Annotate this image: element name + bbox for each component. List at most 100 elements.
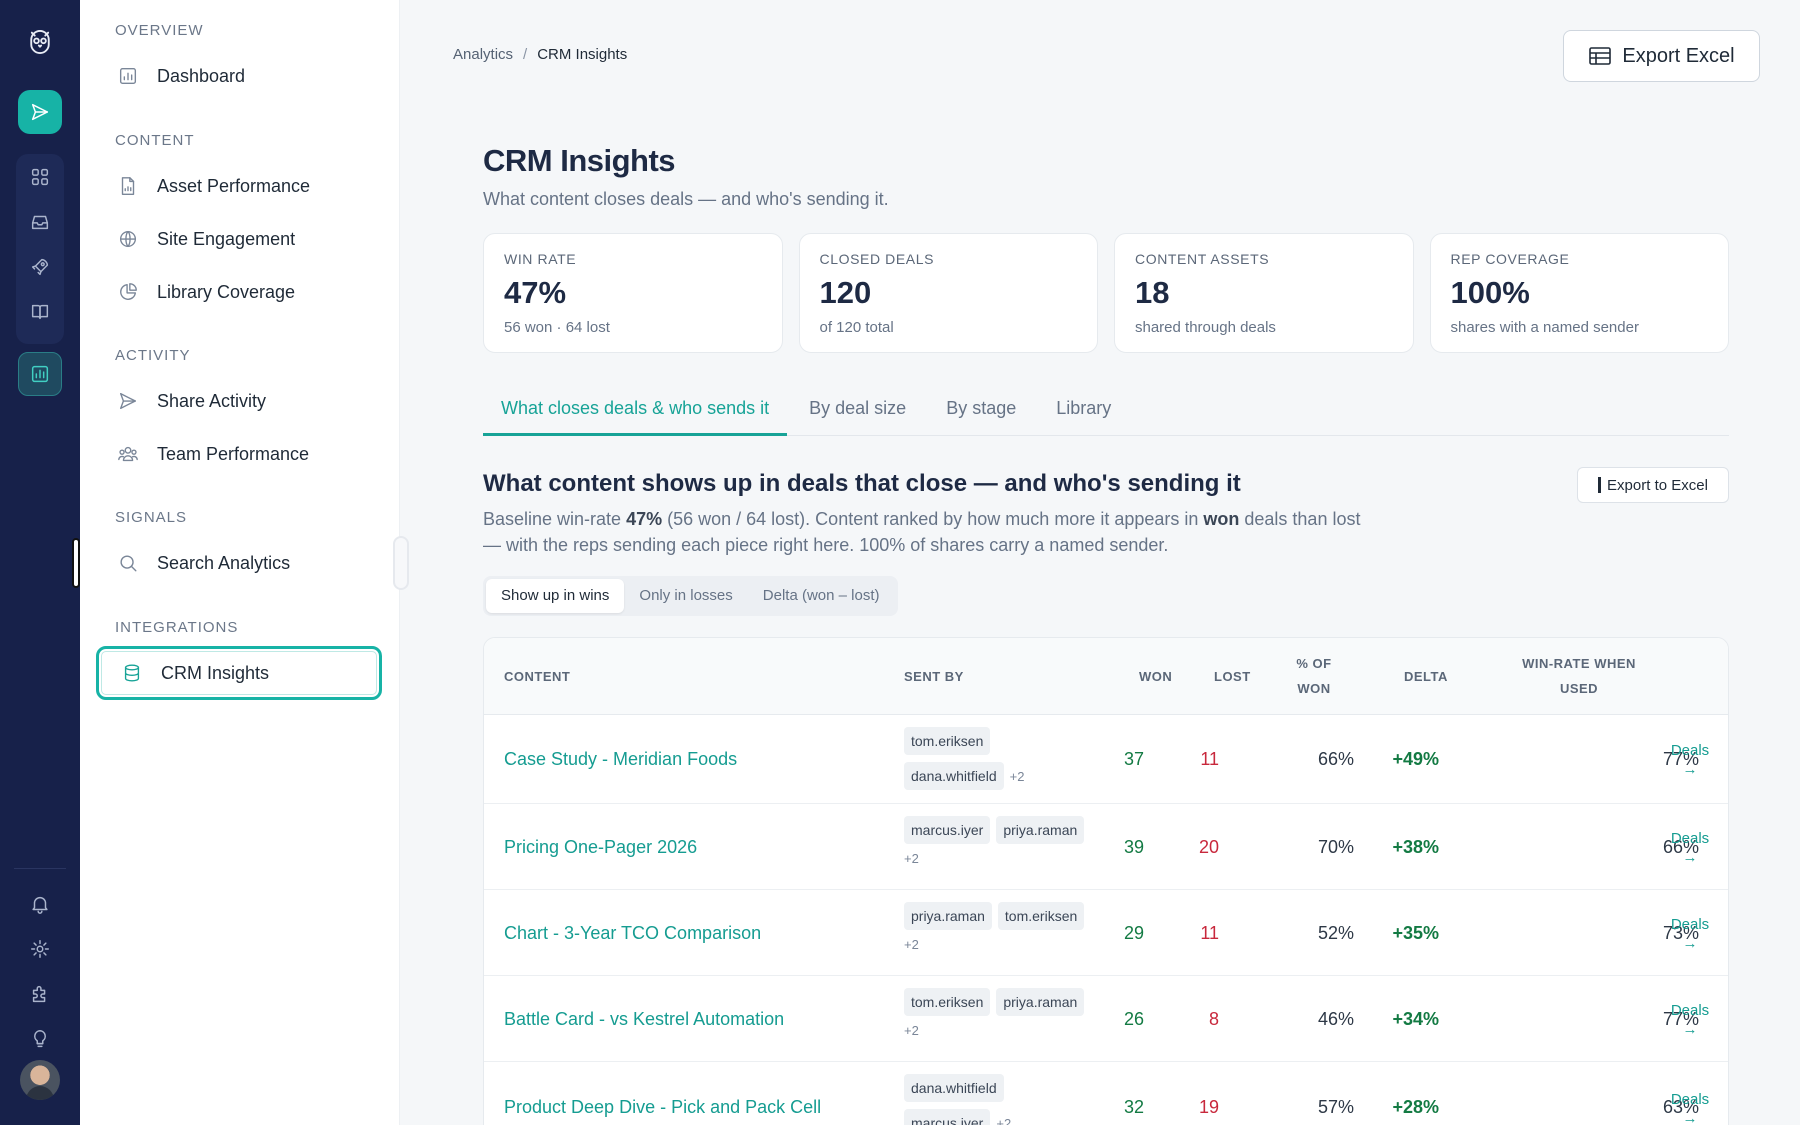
page-title: CRM Insights	[483, 143, 676, 178]
deals-link[interactable]: Deals →	[1662, 741, 1718, 779]
sender-tag[interactable]: priya.raman	[996, 988, 1085, 1016]
content-link[interactable]: Chart - 3-Year TCO Comparison	[504, 923, 762, 943]
stat-value: 47%	[504, 275, 567, 310]
sidebar-item-team-performance[interactable]: Team Performance	[95, 432, 380, 476]
sender-tags: dana.whitfield marcus.iyer +2	[904, 1074, 1104, 1125]
stat-sub: shares with a named sender	[1450, 319, 1639, 336]
section-label-signals: SIGNALS	[115, 509, 188, 526]
col-win-rate[interactable]: WIN-RATE WHEN USED	[1494, 651, 1664, 701]
toggle-only-in-losses[interactable]: Only in losses	[639, 587, 733, 604]
sidebar-item-dashboard[interactable]: Dashboard	[95, 54, 380, 98]
sender-tag[interactable]: dana.whitfield	[904, 762, 1004, 790]
lost-count: 20	[1198, 837, 1219, 857]
user-avatar[interactable]	[20, 1060, 60, 1100]
arrow-right-icon: →	[1682, 1110, 1698, 1125]
sender-tag[interactable]: tom.eriksen	[904, 988, 991, 1016]
arrow-right-icon: →	[1682, 1021, 1698, 1038]
toggle-delta[interactable]: Delta (won – lost)	[762, 587, 880, 604]
delta-value: +34%	[1392, 1009, 1439, 1029]
deals-link[interactable]: Deals →	[1662, 1001, 1718, 1039]
stat-sub: 56 won · 64 lost	[504, 319, 610, 336]
book-icon[interactable]	[20, 292, 60, 332]
bell-icon[interactable]	[20, 884, 60, 924]
sidebar-item-search-analytics[interactable]: Search Analytics	[95, 541, 380, 585]
tab-by-deal-size[interactable]: By deal size	[809, 398, 907, 418]
sidebar-item-label: Asset Performance	[157, 175, 311, 196]
desc-text: deals than lost — with the reps sending …	[483, 509, 1361, 555]
delta-value: +35%	[1392, 923, 1439, 943]
sender-tag[interactable]: priya.raman	[996, 816, 1085, 844]
export-to-excel-button[interactable]: Export to Excel	[1577, 467, 1729, 503]
more-senders[interactable]: +2	[1009, 769, 1025, 784]
inbox-icon[interactable]	[20, 202, 60, 242]
desc-rate: 47%	[626, 509, 663, 529]
owl-logo-icon[interactable]	[20, 22, 60, 62]
won-count: 26	[1123, 1009, 1144, 1029]
stat-card-rep-coverage: REP COVERAGE 100% shares with a named se…	[1429, 233, 1729, 353]
scroll-handle[interactable]	[72, 538, 80, 588]
analytics-icon[interactable]	[18, 352, 62, 396]
sender-tag[interactable]: dana.whitfield	[904, 1074, 1004, 1102]
col-lost[interactable]: LOST	[1214, 669, 1251, 684]
sidebar-item-site-engagement[interactable]: Site Engagement	[95, 217, 380, 261]
sender-tags: marcus.iyer priya.raman +2	[904, 816, 1104, 869]
stat-label: WIN RATE	[504, 251, 577, 267]
table-row: Chart - 3-Year TCO Comparison priya.rama…	[484, 890, 1728, 976]
table-row: Battle Card - vs Kestrel Automation tom.…	[484, 976, 1728, 1062]
deals-label: Deals	[1670, 1091, 1710, 1108]
sidebar-item-share-activity[interactable]: Share Activity	[95, 379, 380, 423]
more-senders[interactable]: +2	[904, 937, 919, 952]
lost-count: 19	[1198, 1097, 1219, 1117]
won-count: 37	[1123, 749, 1144, 769]
section-label-content: CONTENT	[115, 132, 195, 149]
won-count: 39	[1123, 837, 1144, 857]
more-senders[interactable]: +2	[904, 1023, 919, 1038]
export-excel-button[interactable]: Export Excel	[1563, 30, 1760, 82]
breadcrumb-link-analytics[interactable]: Analytics	[453, 46, 514, 63]
tab-library[interactable]: Library	[1056, 398, 1112, 418]
sidebar-item-library-coverage[interactable]: Library Coverage	[95, 270, 380, 314]
col-won[interactable]: WON	[1139, 669, 1173, 684]
col-pct-won[interactable]: % OF WON	[1274, 651, 1354, 701]
col-content[interactable]: CONTENT	[504, 669, 571, 684]
sender-tag[interactable]: marcus.iyer	[904, 816, 991, 844]
win-rate-value: 63%	[1662, 1097, 1699, 1117]
rocket-icon[interactable]	[20, 247, 60, 287]
col-win-rate-line: USED	[1559, 681, 1599, 696]
sender-tag[interactable]: priya.raman	[904, 902, 992, 930]
section-heading: What content shows up in deals that clos…	[483, 470, 1241, 497]
col-sent-by[interactable]: SENT BY	[904, 669, 964, 684]
puzzle-icon[interactable]	[20, 974, 60, 1014]
pie-chart-icon	[117, 281, 139, 303]
section-label-overview: OVERVIEW	[115, 22, 204, 39]
content-link[interactable]: Battle Card - vs Kestrel Automation	[504, 1009, 785, 1029]
send-icon[interactable]	[18, 90, 62, 134]
toggle-show-up-in-wins[interactable]: Show up in wins	[486, 579, 625, 613]
deals-link[interactable]: Deals →	[1662, 915, 1718, 953]
lightbulb-icon[interactable]	[20, 1019, 60, 1059]
delta-value: +28%	[1392, 1097, 1439, 1117]
tab-by-stage[interactable]: By stage	[946, 398, 1017, 418]
tab-what-closes-deals[interactable]: What closes deals & who sends it	[483, 390, 788, 436]
grid-icon[interactable]	[20, 157, 60, 197]
team-icon	[117, 443, 139, 465]
deals-link[interactable]: Deals →	[1662, 1090, 1718, 1125]
sender-tag[interactable]: marcus.iyer	[904, 1109, 991, 1125]
sender-tags: tom.eriksen priya.raman +2	[904, 988, 1104, 1041]
stat-card-content-assets: CONTENT ASSETS 18 shared through deals	[1114, 233, 1414, 353]
sidebar-item-asset-performance[interactable]: Asset Performance	[95, 164, 380, 208]
more-senders[interactable]: +2	[996, 1116, 1012, 1125]
stat-card-win-rate: WIN RATE 47% 56 won · 64 lost	[483, 233, 783, 353]
sender-tag[interactable]: tom.eriksen	[904, 727, 991, 755]
sidebar-resize-handle[interactable]	[393, 536, 409, 590]
col-delta[interactable]: DELTA	[1404, 669, 1448, 684]
more-senders[interactable]: +2	[904, 851, 919, 866]
sender-tag[interactable]: tom.eriksen	[997, 902, 1085, 930]
deals-link[interactable]: Deals →	[1662, 829, 1718, 867]
content-link[interactable]: Case Study - Meridian Foods	[504, 749, 738, 769]
sidebar-item-crm-insights[interactable]: CRM Insights	[96, 646, 382, 700]
won-count: 32	[1123, 1097, 1144, 1117]
content-link[interactable]: Product Deep Dive - Pick and Pack Cell	[504, 1097, 822, 1117]
settings-icon[interactable]	[20, 929, 60, 969]
content-link[interactable]: Pricing One-Pager 2026	[504, 837, 698, 857]
